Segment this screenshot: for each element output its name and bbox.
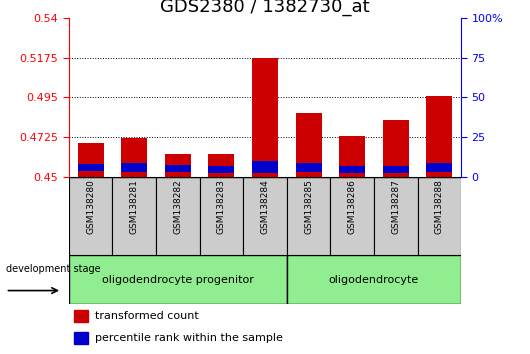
Title: GDS2380 / 1382730_at: GDS2380 / 1382730_at: [160, 0, 370, 16]
Bar: [165, 165, 191, 172]
Text: oligodendrocyte progenitor: oligodendrocyte progenitor: [102, 275, 254, 285]
Text: GSM138286: GSM138286: [348, 179, 357, 234]
Bar: [296, 163, 322, 172]
Text: GSM138281: GSM138281: [130, 179, 139, 234]
Bar: [121, 138, 147, 177]
Bar: [69, 255, 287, 304]
Text: development stage: development stage: [5, 264, 100, 274]
Bar: [339, 166, 365, 173]
Bar: [418, 177, 461, 255]
Bar: [252, 58, 278, 177]
Bar: [74, 310, 88, 322]
Bar: [121, 163, 147, 172]
Bar: [208, 154, 234, 177]
Bar: [374, 177, 418, 255]
Bar: [426, 163, 453, 172]
Bar: [383, 166, 409, 173]
Bar: [69, 177, 112, 255]
Text: GSM138287: GSM138287: [391, 179, 400, 234]
Text: GSM138288: GSM138288: [435, 179, 444, 234]
Bar: [74, 332, 88, 343]
Bar: [208, 166, 234, 173]
Text: GSM138285: GSM138285: [304, 179, 313, 234]
Bar: [339, 136, 365, 177]
Text: oligodendrocyte: oligodendrocyte: [329, 275, 419, 285]
Text: GSM138280: GSM138280: [86, 179, 95, 234]
Bar: [200, 177, 243, 255]
Bar: [77, 143, 104, 177]
Bar: [330, 177, 374, 255]
Bar: [243, 177, 287, 255]
Bar: [426, 96, 453, 177]
Text: percentile rank within the sample: percentile rank within the sample: [95, 333, 282, 343]
Bar: [112, 177, 156, 255]
Text: transformed count: transformed count: [95, 311, 199, 321]
Bar: [287, 177, 330, 255]
Bar: [156, 177, 200, 255]
Bar: [383, 120, 409, 177]
Text: GSM138284: GSM138284: [261, 179, 269, 234]
Text: GSM138282: GSM138282: [173, 179, 182, 234]
Bar: [77, 164, 104, 171]
Bar: [252, 161, 278, 173]
Text: GSM138283: GSM138283: [217, 179, 226, 234]
Bar: [165, 154, 191, 177]
Bar: [296, 113, 322, 177]
Bar: [287, 255, 461, 304]
